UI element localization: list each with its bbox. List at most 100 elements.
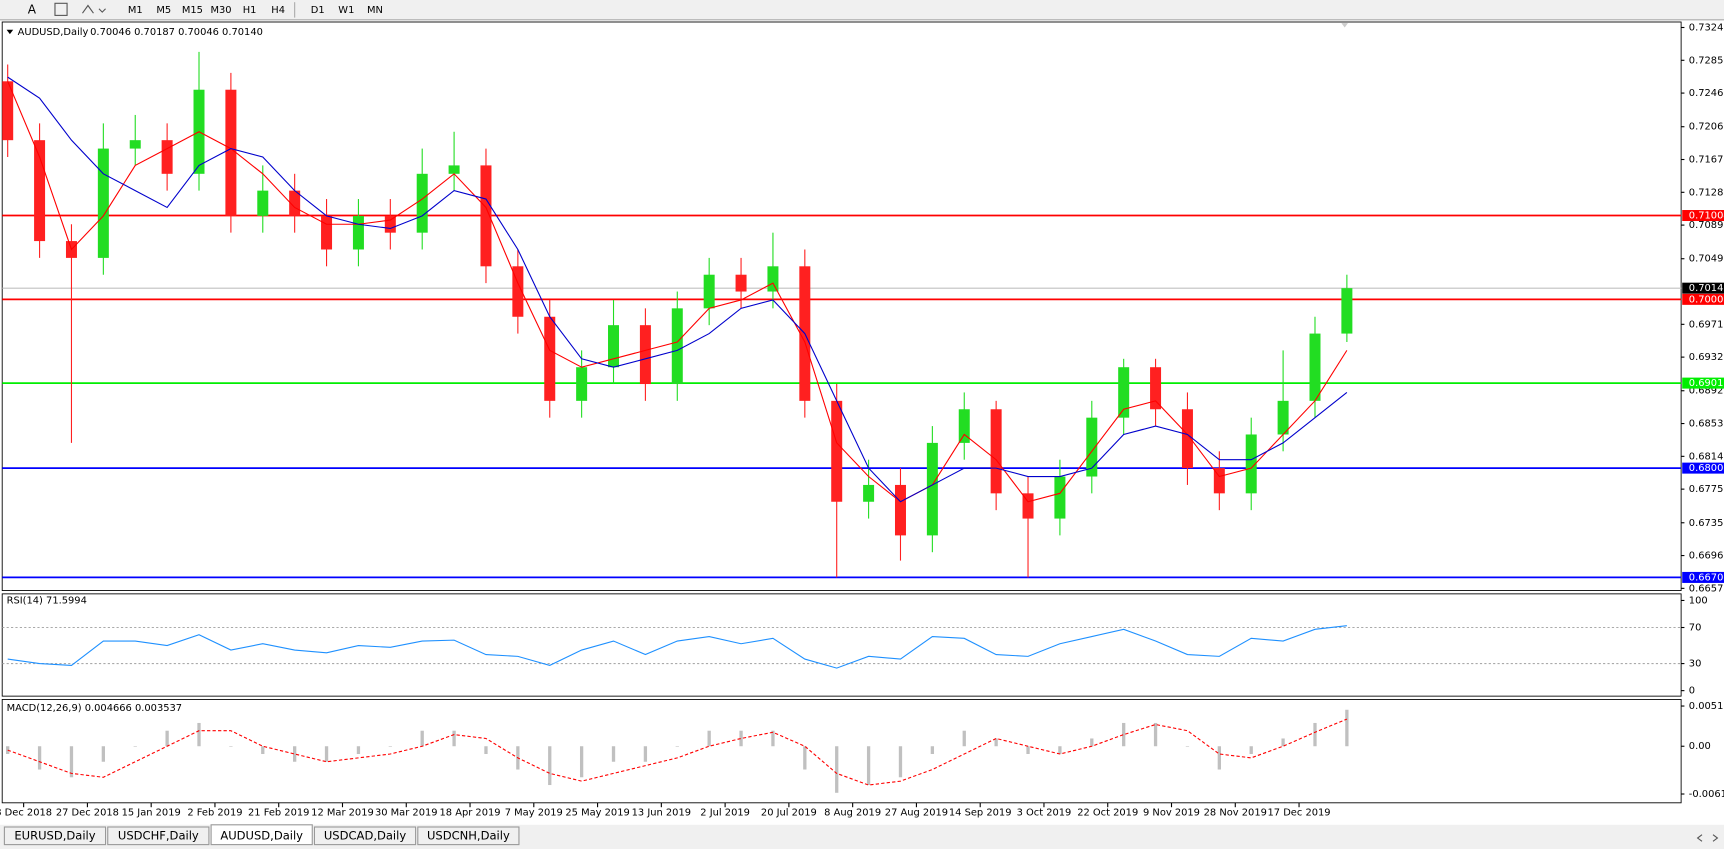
tab[interactable]: [107, 826, 210, 846]
last-price-box: [1682, 282, 1724, 294]
timeframe-button[interactable]: M30: [210, 5, 231, 16]
chart-title: AUDUSD,Daily: [18, 27, 89, 38]
indicator-title: RSI(14) 71.5994: [7, 595, 87, 606]
histogram-bar: [1153, 722, 1158, 747]
histogram-bar: [1122, 722, 1126, 747]
y-tick-label: 30: [1689, 659, 1702, 670]
histogram-bar: [898, 746, 903, 778]
tab-label[interactable]: USDCHF,Daily: [118, 828, 199, 842]
candle-body: [894, 484, 906, 536]
candle-body: [1150, 367, 1162, 410]
histogram-bar: [962, 730, 966, 747]
tab-label[interactable]: AUDUSD,Daily: [220, 828, 303, 842]
x-tick-label: 8 Dec 2018: [0, 808, 52, 819]
y-tick-label: 70: [1689, 623, 1702, 634]
candle-body: [1054, 476, 1066, 519]
candle-body: [544, 316, 556, 401]
histogram-bar: [803, 746, 807, 770]
tab[interactable]: [313, 826, 417, 846]
candle-body: [1181, 409, 1193, 469]
histogram-bar: [484, 746, 488, 754]
x-tick-label: 3 Oct 2019: [1017, 808, 1072, 819]
histogram-bar: [165, 730, 169, 747]
x-tick-label: 18 Apr 2019: [440, 808, 501, 819]
histogram-bar: [611, 746, 616, 762]
histogram-bar: [133, 746, 137, 747]
candle-body: [416, 173, 428, 233]
candle-body: [161, 140, 173, 174]
histogram-bar: [579, 746, 584, 778]
candle-body: [735, 274, 747, 292]
candle-body: [257, 190, 269, 216]
candle-body: [352, 215, 364, 250]
histogram-bar: [1217, 746, 1221, 770]
histogram-bar: [1345, 709, 1349, 747]
candle-body: [289, 190, 301, 216]
timeframe-button[interactable]: D1: [311, 5, 325, 16]
tab-scroll[interactable]: [1696, 834, 1719, 842]
indicator-line: [7, 76, 1348, 503]
tab-label[interactable]: USDCAD,Daily: [324, 828, 406, 842]
font-button[interactable]: A: [28, 2, 37, 16]
histogram-bar: [197, 722, 201, 747]
x-tick-label: 14 Sep 2019: [949, 808, 1012, 819]
histogram-bar: [293, 746, 297, 762]
histogram-bar: [707, 730, 711, 747]
timeframe-button[interactable]: W1: [338, 5, 354, 16]
level-label: 0.66700: [1689, 572, 1724, 583]
candle-body: [321, 215, 333, 250]
y-tick-label: 0.005181: [1689, 701, 1724, 712]
x-tick-label: 25 May 2019: [565, 808, 629, 819]
candle-body: [384, 215, 396, 233]
histogram-bar: [1281, 738, 1285, 747]
tab-label[interactable]: USDCNH,Daily: [427, 828, 510, 842]
x-tick-label: 30 Mar 2019: [375, 808, 438, 819]
candle-body: [34, 140, 46, 242]
candle-body: [512, 266, 524, 317]
level-box: [1682, 377, 1724, 389]
candle-body: [1118, 367, 1130, 418]
candle-body: [129, 140, 141, 149]
price-panel: [1, 21, 1682, 592]
y-tick-label: 0.00: [1689, 741, 1711, 752]
tab[interactable]: [417, 826, 520, 846]
histogram-bar: [835, 746, 839, 793]
timeframe-button[interactable]: M15: [182, 5, 203, 16]
histogram-bar: [420, 730, 424, 747]
histogram-bar: [388, 746, 392, 747]
timeframe-button[interactable]: M5: [156, 5, 171, 16]
x-tick-label: 2 Jul 2019: [700, 808, 750, 819]
text-button[interactable]: [54, 2, 68, 16]
candle-body: [1022, 493, 1034, 519]
tab[interactable]: [3, 826, 107, 846]
collapse-arrow: [6, 29, 14, 35]
timeframe-button[interactable]: H1: [243, 5, 257, 16]
timeframe-button[interactable]: MN: [367, 5, 383, 16]
histogram-bar: [739, 730, 743, 747]
y-tick-label: -0.006157: [1689, 789, 1724, 800]
candle-body: [767, 266, 779, 292]
histogram-bar: [1058, 746, 1062, 754]
x-tick-label: 27 Dec 2018: [56, 808, 119, 819]
candle-body: [1245, 434, 1257, 494]
y-tick-label: 0.66570: [1689, 583, 1724, 594]
timeframe-button[interactable]: M1: [128, 5, 143, 16]
candle-body: [1309, 333, 1321, 401]
tab-label[interactable]: EURUSD,Daily: [14, 828, 95, 842]
objects-button[interactable]: [82, 4, 106, 14]
tab[interactable]: [210, 824, 313, 846]
indicator-line: [7, 718, 1348, 786]
candle-body: [1341, 288, 1353, 334]
timeframe-button[interactable]: H4: [271, 5, 285, 16]
indicator-title: MACD(12,26,9) 0.004666 0.003537: [7, 703, 182, 714]
